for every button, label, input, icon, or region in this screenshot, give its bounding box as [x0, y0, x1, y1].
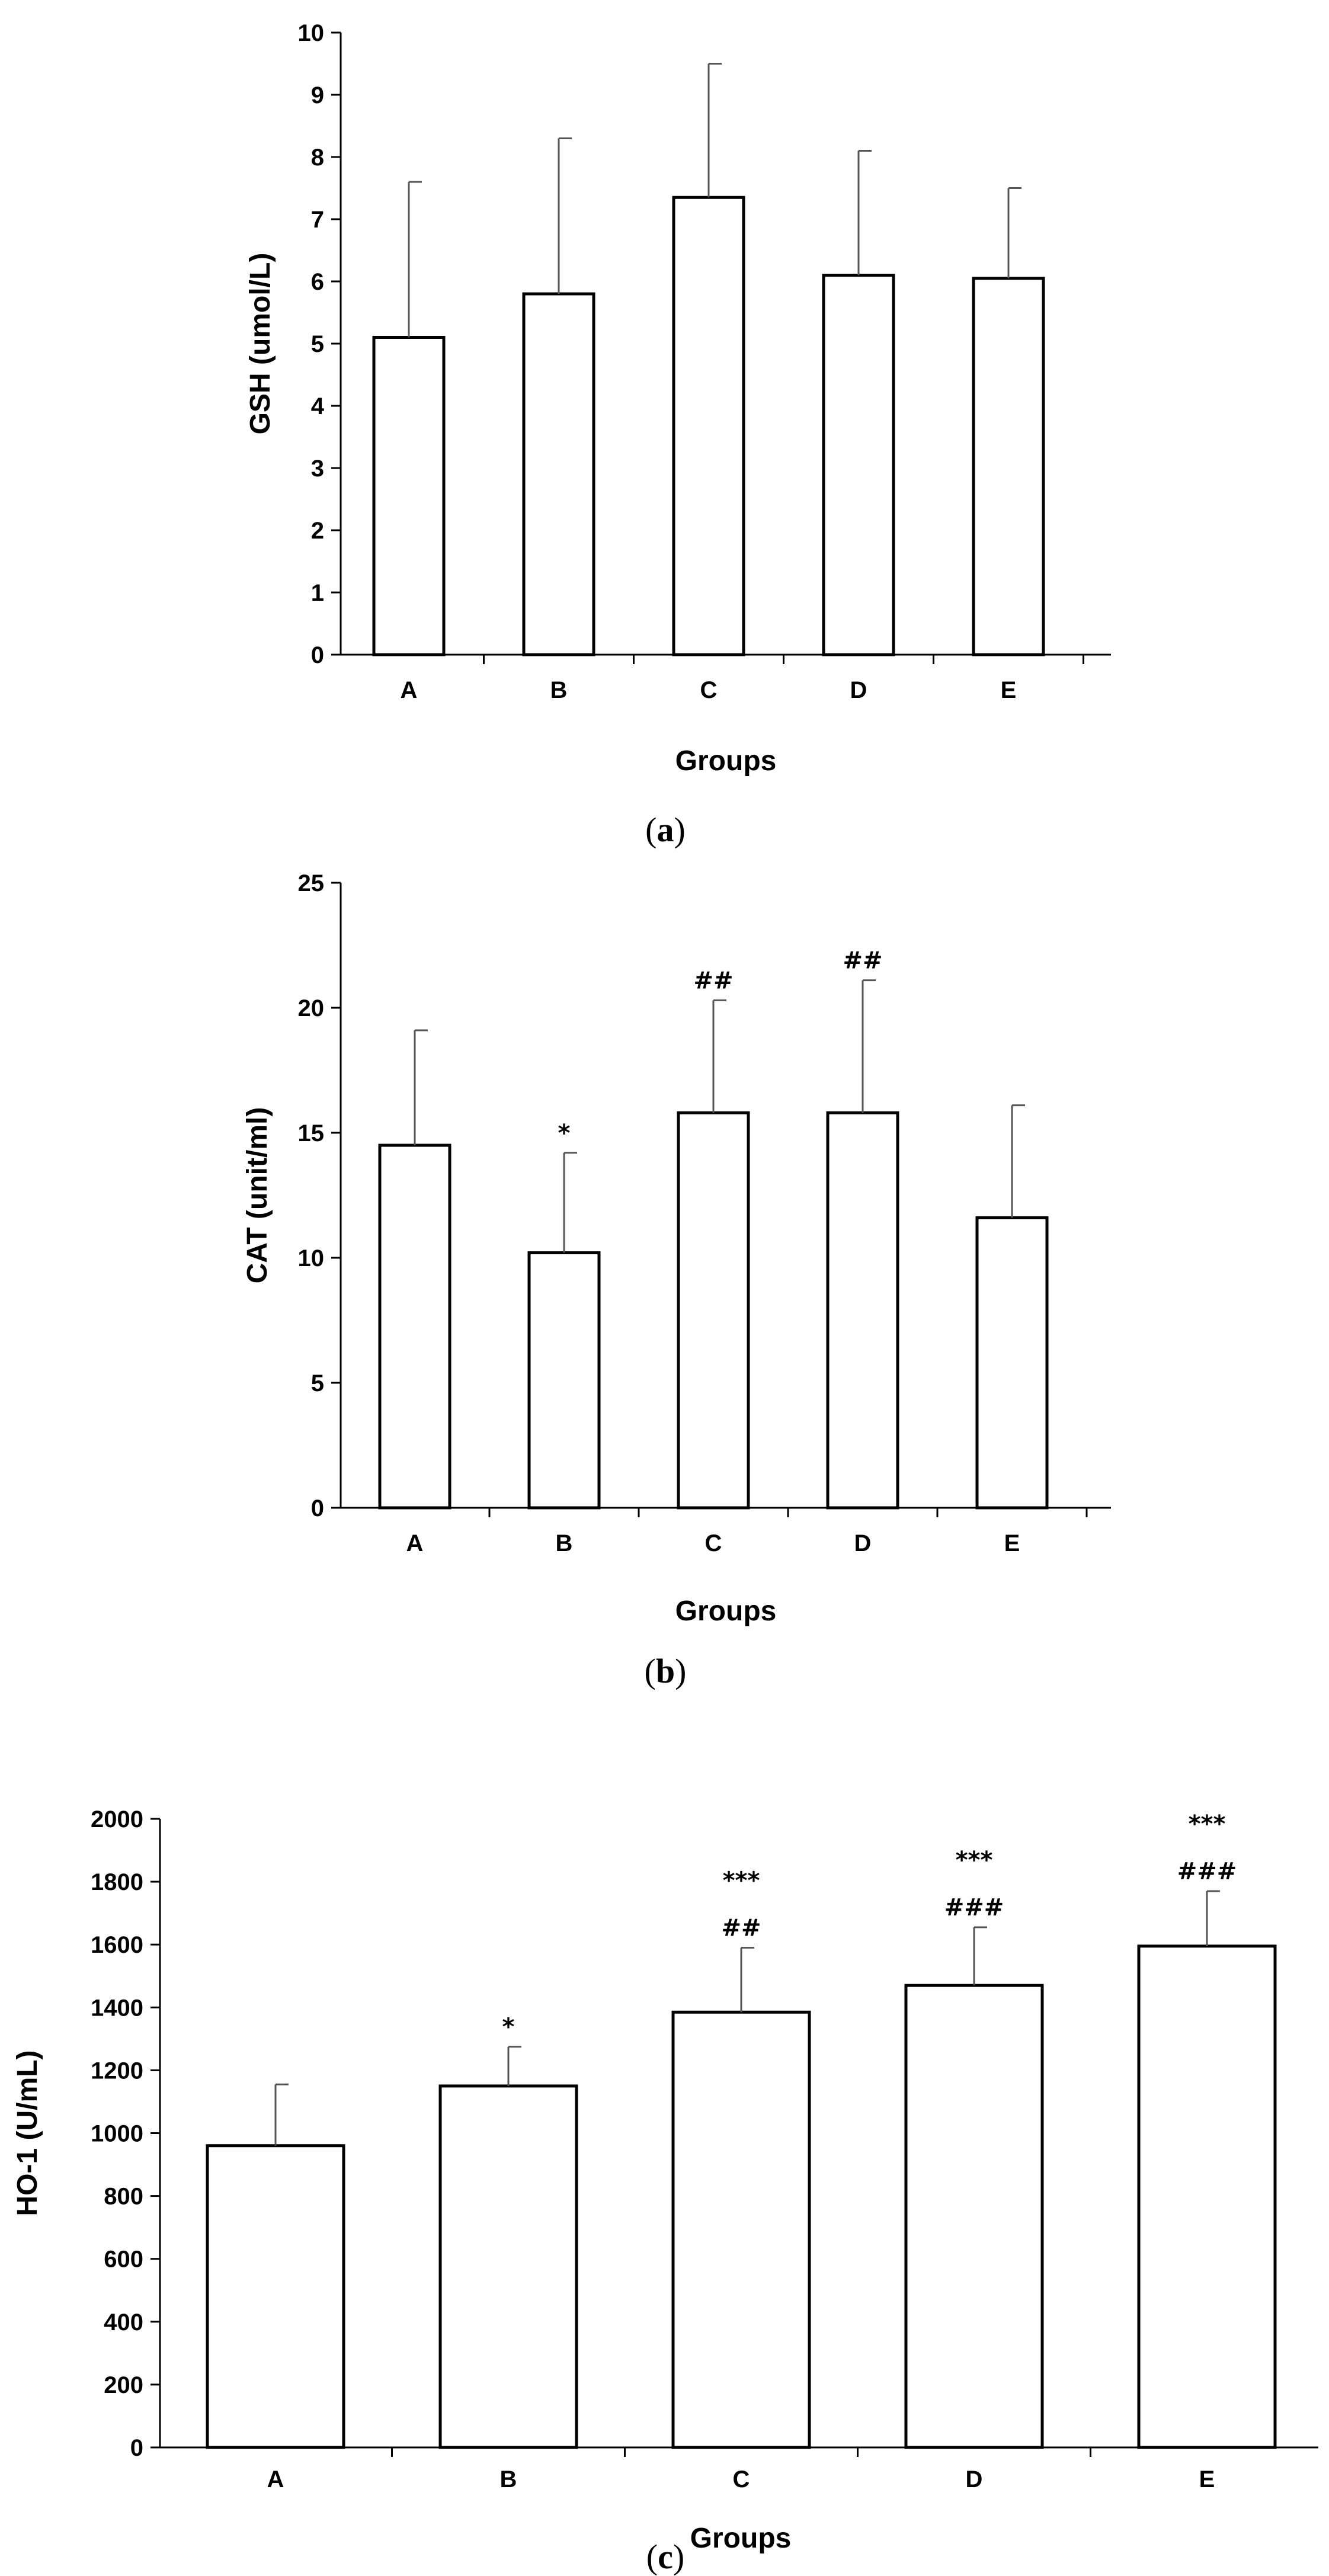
- significance-marker: ***: [956, 1847, 993, 1874]
- x-tick-label: D: [966, 2466, 983, 2492]
- chart-cat: 0 5 10 15 20 25 A * B ## C ## D E Groups CAT (unit/ml) (…: [242, 870, 1111, 1690]
- bar-A: [372, 336, 446, 656]
- y-tick-label: 4: [311, 393, 325, 419]
- y-tick-label: 2000: [91, 1806, 143, 1832]
- significance-marker: ***: [723, 1867, 760, 1895]
- x-tick-label: E: [1004, 1530, 1020, 1556]
- y-tick-label: 1200: [91, 2058, 143, 2084]
- y-tick-label: 0: [311, 642, 324, 668]
- x-tick-label: A: [401, 677, 418, 703]
- x-axis-title: Groups: [690, 2523, 792, 2554]
- x-tick-label: A: [267, 2466, 284, 2492]
- x-tick-label: A: [406, 1530, 424, 1556]
- significance-marker: ##: [843, 947, 882, 975]
- significance-marker: ###: [944, 1894, 1004, 1921]
- x-tick-label: D: [854, 1530, 872, 1556]
- panel-letter: a: [657, 810, 674, 849]
- significance-marker: ###: [1177, 1858, 1237, 1885]
- bar-B: [527, 1251, 601, 1510]
- y-axis-title: HO-1 (U/mL): [12, 2050, 43, 2216]
- bar-E: [972, 277, 1045, 656]
- y-tick-label: 1800: [91, 1869, 143, 1895]
- significance-marker: ##: [721, 1915, 761, 1942]
- y-tick-label: 20: [298, 995, 325, 1021]
- y-tick-label: 7: [311, 207, 324, 233]
- y-tick-label: 1: [311, 580, 324, 606]
- y-tick-label: 600: [104, 2247, 143, 2273]
- bar-C: [672, 196, 745, 656]
- x-tick-label: D: [850, 677, 867, 703]
- x-tick-label: C: [705, 1530, 722, 1556]
- chart-gsh: 0 1 2 3 4 5 6 7 8 9 10 A B C D E Groups GSH (umol/L) (a): [245, 20, 1111, 849]
- bar-D: [822, 274, 895, 656]
- significance-marker: ##: [693, 967, 733, 994]
- y-tick-label: 800: [104, 2184, 143, 2210]
- x-axis-title: Groups: [675, 1595, 777, 1627]
- y-tick-label: 0: [130, 2435, 143, 2461]
- bar-E: [1137, 1944, 1277, 2449]
- y-tick-label: 1400: [91, 1995, 143, 2021]
- panel-label: (c): [646, 2537, 684, 2576]
- significance-marker: *: [558, 1120, 571, 1147]
- y-axis-title: GSH (umol/L): [245, 253, 276, 435]
- y-tick-label: 10: [298, 20, 325, 46]
- panel-letter: b: [656, 1652, 675, 1690]
- x-tick-label: B: [556, 1530, 573, 1556]
- bar-D: [904, 1984, 1044, 2449]
- y-tick-label: 1600: [91, 1932, 143, 1958]
- y-tick-label: 5: [311, 331, 324, 357]
- x-axis-title: Groups: [675, 745, 777, 777]
- bar-A: [206, 2144, 345, 2449]
- chart-ho1: 0 200 400 600 800 1000 1200 1400 1600 1800 2000 A * B…: [12, 1806, 1318, 2576]
- x-tick-label: B: [550, 677, 568, 703]
- y-tick-label: 6: [311, 269, 324, 295]
- panel-label: (a): [645, 810, 686, 849]
- y-tick-label: 25: [298, 870, 325, 896]
- bar-C: [677, 1111, 750, 1510]
- bar-D: [826, 1111, 899, 1510]
- x-tick-label: E: [1199, 2466, 1215, 2492]
- y-tick-label: 200: [104, 2372, 143, 2398]
- x-tick-label: B: [500, 2466, 517, 2492]
- bar-B: [522, 292, 595, 656]
- y-tick-label: 3: [311, 456, 324, 482]
- bar-B: [438, 2084, 578, 2449]
- y-tick-label: 8: [311, 145, 324, 171]
- y-tick-label: 0: [311, 1495, 324, 1521]
- bar-C: [671, 2010, 811, 2449]
- y-tick-label: 9: [311, 82, 324, 108]
- y-axis-title: CAT (unit/ml): [242, 1107, 273, 1284]
- y-tick-label: 5: [311, 1370, 324, 1396]
- bar-A: [378, 1143, 451, 1510]
- significance-marker: ***: [1189, 1811, 1226, 1838]
- y-tick-label: 15: [298, 1120, 325, 1146]
- y-tick-label: 2: [311, 518, 324, 544]
- y-tick-label: 400: [104, 2309, 143, 2335]
- y-tick-label: 1000: [91, 2121, 143, 2147]
- significance-marker: *: [502, 2014, 515, 2041]
- bar-E: [975, 1216, 1049, 1510]
- panel-label: (b): [645, 1652, 687, 1690]
- x-tick-label: E: [1001, 677, 1017, 703]
- panel-letter: c: [658, 2537, 673, 2576]
- x-tick-label: C: [700, 677, 718, 703]
- x-tick-label: C: [733, 2466, 750, 2492]
- y-tick-label: 10: [298, 1245, 325, 1271]
